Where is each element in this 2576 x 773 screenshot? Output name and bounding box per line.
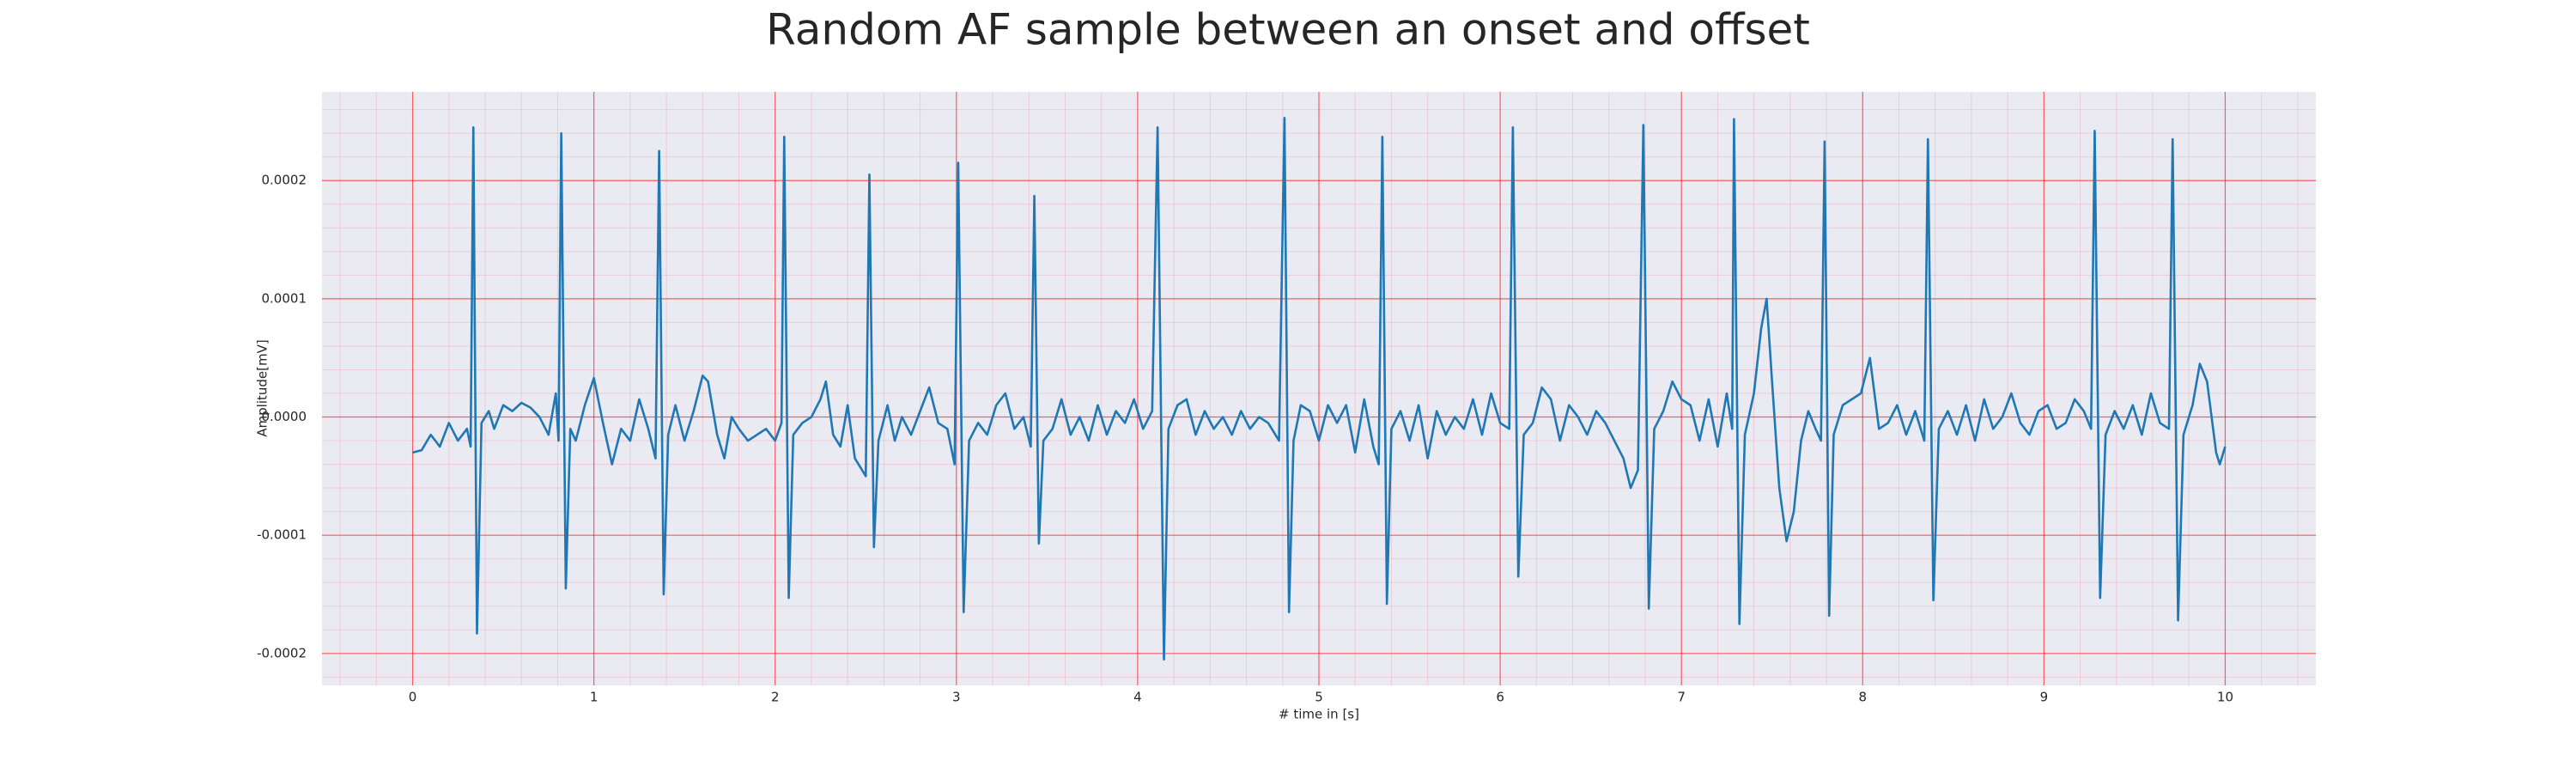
x-tick-label: 6 [1496,690,1504,705]
y-tick-label: -0.0002 [257,645,307,660]
y-tick-label: 0.0001 [262,290,307,306]
x-tick-label: 1 [590,690,598,705]
x-tick-label: 9 [2040,690,2049,705]
x-tick-label: 0 [409,690,417,705]
x-tick-label: 10 [2217,690,2233,705]
chart-title: Random AF sample between an onset and of… [766,5,1810,55]
y-tick-label: -0.0001 [257,527,307,543]
x-tick-label: 2 [771,690,780,705]
x-axis-label: # time in [s] [1279,707,1359,722]
y-tick-label: 0.0002 [262,173,307,188]
y-tick-label: 0.0000 [262,409,307,424]
signal-line [412,116,2227,661]
x-tick-label: 5 [1315,690,1323,705]
x-tick-label: 4 [1133,690,1142,705]
x-tick-label: 3 [952,690,961,705]
x-tick-label: 8 [1858,690,1867,705]
x-tick-label: 7 [1677,690,1686,705]
y-axis-label: Amplitude[mV] [255,339,270,436]
